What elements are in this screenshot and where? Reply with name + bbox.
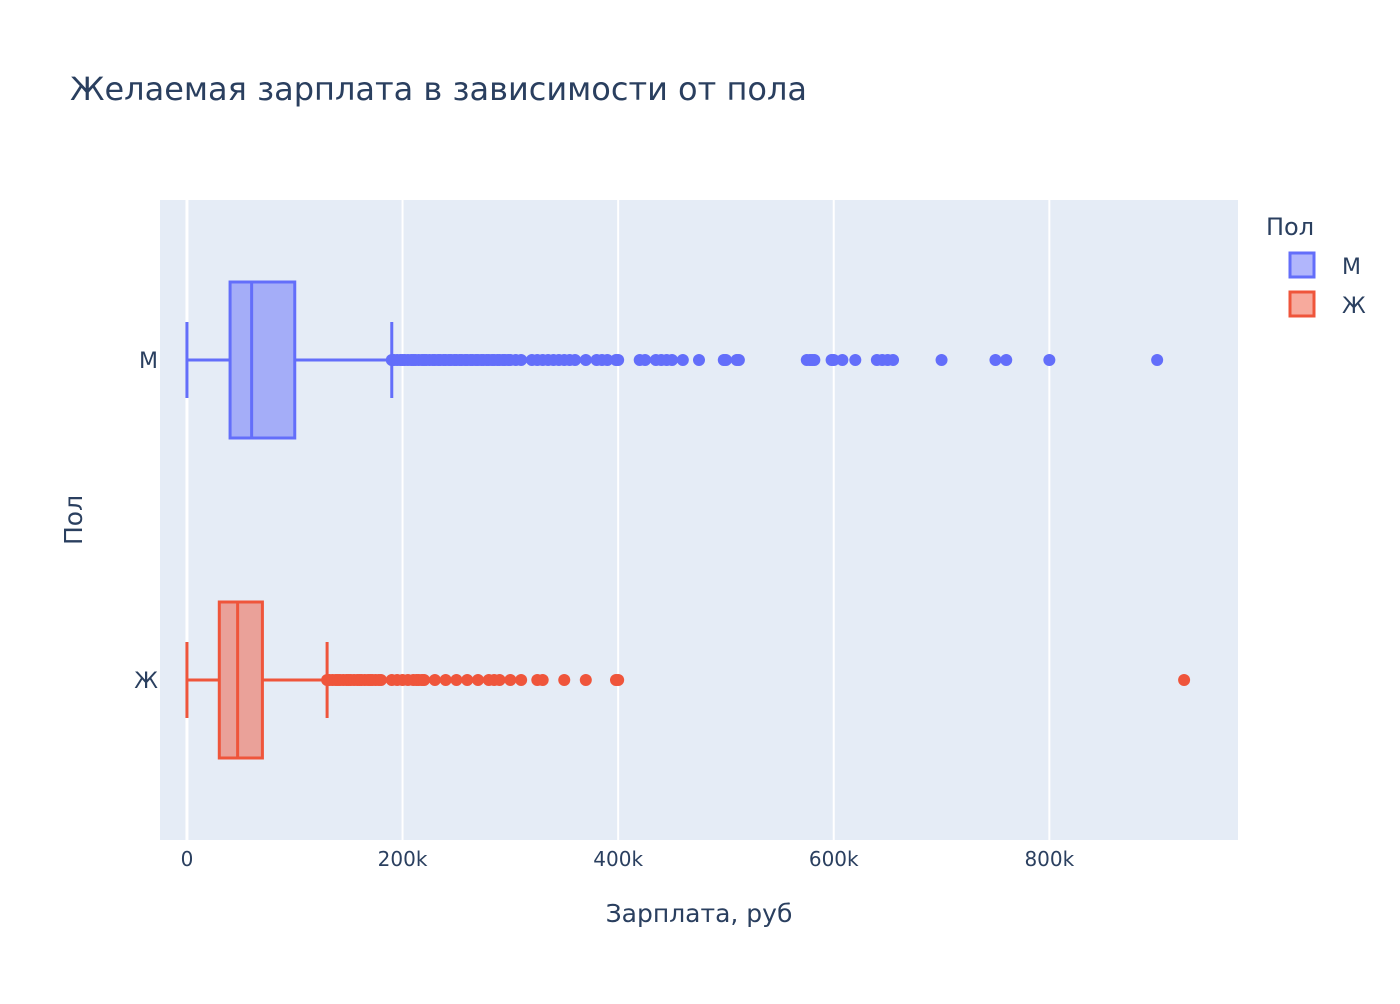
outlier-point [493,674,506,686]
legend-item-m[interactable]: М [1288,251,1361,280]
outlier-point [849,354,862,366]
plot-background [160,200,1238,840]
x-tick-label: 200k [378,847,428,871]
x-tick-label: 400k [593,847,643,871]
outlier-point [1043,354,1056,366]
outlier-point [693,354,705,366]
box-plots [185,280,1191,760]
outlier-point [827,354,840,366]
box-plot-zh [185,600,1191,760]
legend-title: Пол [1266,213,1314,241]
outlier-point [836,354,849,366]
outlier-point [612,674,625,686]
outlier-point [732,354,745,366]
outlier-point [639,354,652,366]
outlier-point [887,354,900,366]
box-iqr [228,280,297,440]
outlier-point [1000,354,1013,366]
outlier-point [536,674,549,686]
x-axis-label: Зарплата, руб [606,899,793,928]
grid-lines [185,200,1051,840]
legend-label-m: М [1342,255,1361,280]
outlier-point [808,354,821,366]
x-tick-label: 600k [809,847,859,871]
outlier-point [612,354,625,366]
axes: 0 200k 400k 600k 800k М Ж [134,349,1074,871]
x-tick-label: 0 [181,847,194,871]
y-tick-label: М [139,349,158,374]
outlier-point [719,354,732,366]
outlier-point [935,354,948,366]
outlier-point [515,354,528,366]
y-axis-label: Пол [59,495,88,545]
legend-item-zh[interactable]: Ж [1288,290,1366,319]
legend-label-zh: Ж [1342,294,1366,319]
outlier-point [374,674,387,686]
outlier-point [1178,674,1191,686]
outlier-point [418,674,431,686]
outlier-point [666,354,679,366]
outlier-point [676,354,689,366]
legend-swatch-m [1288,251,1316,279]
outlier-point [558,674,571,686]
outlier-point [515,674,528,686]
outlier-point [601,354,614,366]
outlier-point [579,354,592,366]
outlier-point [428,674,441,686]
outlier-point [472,674,485,686]
outlier-point [504,674,517,686]
outlier-point [1151,354,1164,366]
x-tick-label: 800k [1024,847,1074,871]
box-plot-m [185,280,1164,440]
outlier-point [450,674,463,686]
legend: Пол М Ж [1266,213,1366,319]
chart-title: Желаемая зарплата в зависимости от пола [70,70,807,108]
box-iqr [217,600,264,760]
outlier-point [579,674,592,686]
outlier-point [569,354,582,366]
y-tick-label: Ж [134,669,158,694]
legend-swatch-zh [1288,290,1316,318]
outlier-point [461,674,474,686]
outlier-point [439,674,452,686]
outlier-point [989,354,1002,366]
